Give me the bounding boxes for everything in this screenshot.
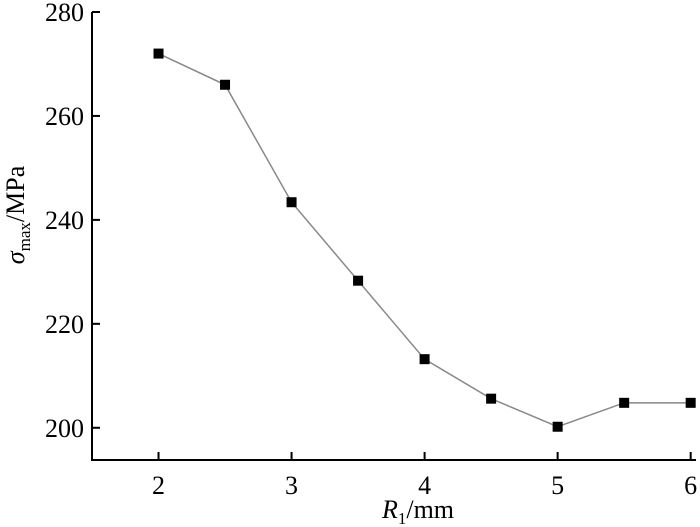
y-axis-label: σmax/MPa — [1, 165, 34, 264]
y-tick-label: 260 — [45, 102, 84, 131]
marker — [685, 397, 696, 408]
marker — [153, 48, 164, 59]
marker — [619, 397, 630, 408]
marker — [220, 79, 231, 90]
y-tick-label: 220 — [45, 310, 84, 339]
x-tick-label: 4 — [418, 471, 431, 500]
marker — [286, 197, 297, 208]
x-tick-label: 3 — [285, 471, 298, 500]
y-tick-label: 240 — [45, 206, 84, 235]
marker — [353, 275, 364, 286]
marker — [486, 393, 497, 404]
x-tick-label: 2 — [152, 471, 165, 500]
series-line — [158, 52, 691, 428]
y-tick-label: 200 — [45, 414, 84, 443]
marker — [419, 354, 430, 365]
x-tick-label: 5 — [551, 471, 564, 500]
x-tick-label: 6 — [684, 471, 697, 500]
marker — [552, 421, 563, 432]
y-tick-label: 280 — [45, 0, 84, 27]
x-axis-label: R1/mm — [381, 495, 454, 527]
